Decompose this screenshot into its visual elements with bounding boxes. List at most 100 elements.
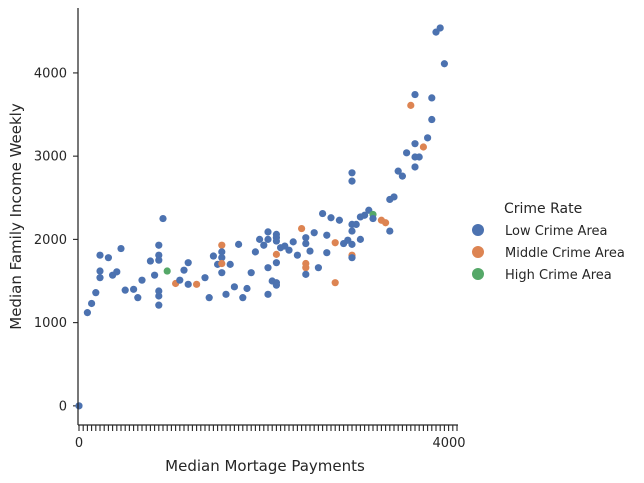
data-point-low bbox=[155, 292, 163, 300]
data-point-low bbox=[348, 254, 356, 262]
data-point-low bbox=[411, 90, 419, 99]
legend-marker-high bbox=[472, 268, 484, 280]
data-point-low bbox=[264, 264, 272, 272]
data-point-low bbox=[92, 289, 100, 297]
y-tick-label: 4000 bbox=[34, 66, 67, 81]
data-point-low bbox=[348, 177, 356, 185]
data-point-low bbox=[239, 294, 247, 302]
y-tick-label: 0 bbox=[59, 399, 67, 414]
data-point-low bbox=[264, 290, 272, 298]
data-point-low bbox=[146, 257, 154, 265]
y-axis-label: Median Family Income Weekly bbox=[7, 103, 25, 330]
data-point-middle bbox=[302, 264, 310, 272]
data-point-middle bbox=[218, 241, 226, 249]
data-points bbox=[75, 24, 448, 410]
data-point-low bbox=[352, 220, 360, 229]
legend-marker-low bbox=[472, 224, 484, 236]
data-point-low bbox=[411, 140, 419, 148]
data-point-low bbox=[394, 167, 402, 175]
data-point-low bbox=[134, 294, 142, 302]
data-point-low bbox=[138, 276, 146, 284]
data-point-low bbox=[348, 227, 356, 235]
data-point-middle bbox=[272, 250, 280, 258]
data-point-low bbox=[390, 193, 398, 201]
data-point-low bbox=[398, 172, 406, 180]
data-point-low bbox=[226, 260, 234, 268]
data-point-low bbox=[75, 402, 83, 410]
data-point-low bbox=[264, 228, 272, 236]
data-point-low bbox=[293, 251, 301, 259]
data-point-low bbox=[201, 274, 209, 282]
data-point-low bbox=[348, 169, 356, 177]
data-point-low bbox=[361, 211, 369, 219]
data-point-high bbox=[163, 267, 171, 275]
data-point-low bbox=[272, 281, 280, 289]
data-point-middle bbox=[407, 101, 415, 109]
data-point-low bbox=[335, 216, 343, 224]
legend: Crime Rate Low Crime Area Middle Crime A… bbox=[472, 201, 625, 283]
data-point-low bbox=[113, 268, 121, 276]
data-point-low bbox=[205, 294, 213, 302]
plot-area: 0 1000 2000 3000 4000 0 4000 bbox=[34, 8, 466, 451]
data-point-low bbox=[218, 248, 226, 256]
y-tick-label: 1000 bbox=[34, 316, 67, 331]
data-point-low bbox=[264, 235, 272, 243]
x-tick-label-last: 4000 bbox=[432, 436, 465, 451]
data-point-low bbox=[302, 234, 310, 242]
x-axis-label: Median Mortage Payments bbox=[165, 457, 365, 475]
y-axis: 0 1000 2000 3000 4000 bbox=[34, 66, 78, 414]
data-point-low bbox=[130, 285, 138, 293]
data-point-low bbox=[96, 251, 104, 259]
data-point-middle bbox=[298, 224, 306, 233]
data-point-low bbox=[403, 149, 411, 157]
data-point-low bbox=[176, 276, 184, 284]
data-point-low bbox=[289, 238, 297, 246]
data-point-low bbox=[256, 235, 264, 243]
x-axis-ticks bbox=[78, 425, 458, 431]
data-point-middle bbox=[193, 280, 201, 288]
data-point-low bbox=[218, 269, 226, 277]
data-point-low bbox=[230, 283, 238, 291]
data-point-middle bbox=[382, 219, 390, 227]
data-point-low bbox=[356, 235, 364, 243]
data-point-low bbox=[88, 299, 96, 308]
data-point-low bbox=[218, 254, 226, 262]
data-point-low bbox=[222, 290, 230, 298]
legend-title: Crime Rate bbox=[504, 201, 582, 217]
data-point-low bbox=[180, 266, 188, 274]
y-tick-label: 2000 bbox=[34, 233, 67, 248]
data-point-middle bbox=[331, 279, 339, 287]
data-point-low bbox=[411, 163, 419, 171]
data-point-low bbox=[155, 301, 163, 309]
data-point-low bbox=[272, 259, 280, 267]
data-point-low bbox=[209, 252, 217, 260]
data-point-low bbox=[151, 271, 159, 279]
data-point-low bbox=[323, 231, 331, 239]
data-point-low bbox=[285, 246, 293, 254]
data-point-low bbox=[251, 248, 259, 256]
legend-marker-middle bbox=[472, 246, 484, 258]
data-point-low bbox=[155, 241, 163, 249]
data-point-low bbox=[440, 60, 448, 68]
data-point-low bbox=[247, 269, 255, 277]
data-point-low bbox=[415, 153, 423, 161]
data-point-low bbox=[117, 244, 125, 253]
data-point-low bbox=[424, 134, 432, 142]
data-point-low bbox=[121, 286, 129, 294]
data-point-low bbox=[243, 284, 251, 293]
data-point-low bbox=[83, 309, 91, 317]
data-point-low bbox=[319, 209, 327, 218]
data-point-low bbox=[96, 274, 104, 282]
data-point-low bbox=[302, 239, 310, 248]
data-point-low bbox=[184, 280, 192, 288]
data-point-low bbox=[159, 214, 167, 223]
data-point-low bbox=[155, 251, 163, 259]
data-point-low bbox=[436, 24, 444, 32]
data-point-low bbox=[155, 256, 163, 264]
legend-label-high: High Crime Area bbox=[505, 268, 612, 283]
data-point-low bbox=[302, 270, 310, 278]
data-point-low bbox=[310, 229, 318, 237]
data-point-middle bbox=[218, 259, 226, 268]
legend-label-low: Low Crime Area bbox=[505, 224, 607, 239]
